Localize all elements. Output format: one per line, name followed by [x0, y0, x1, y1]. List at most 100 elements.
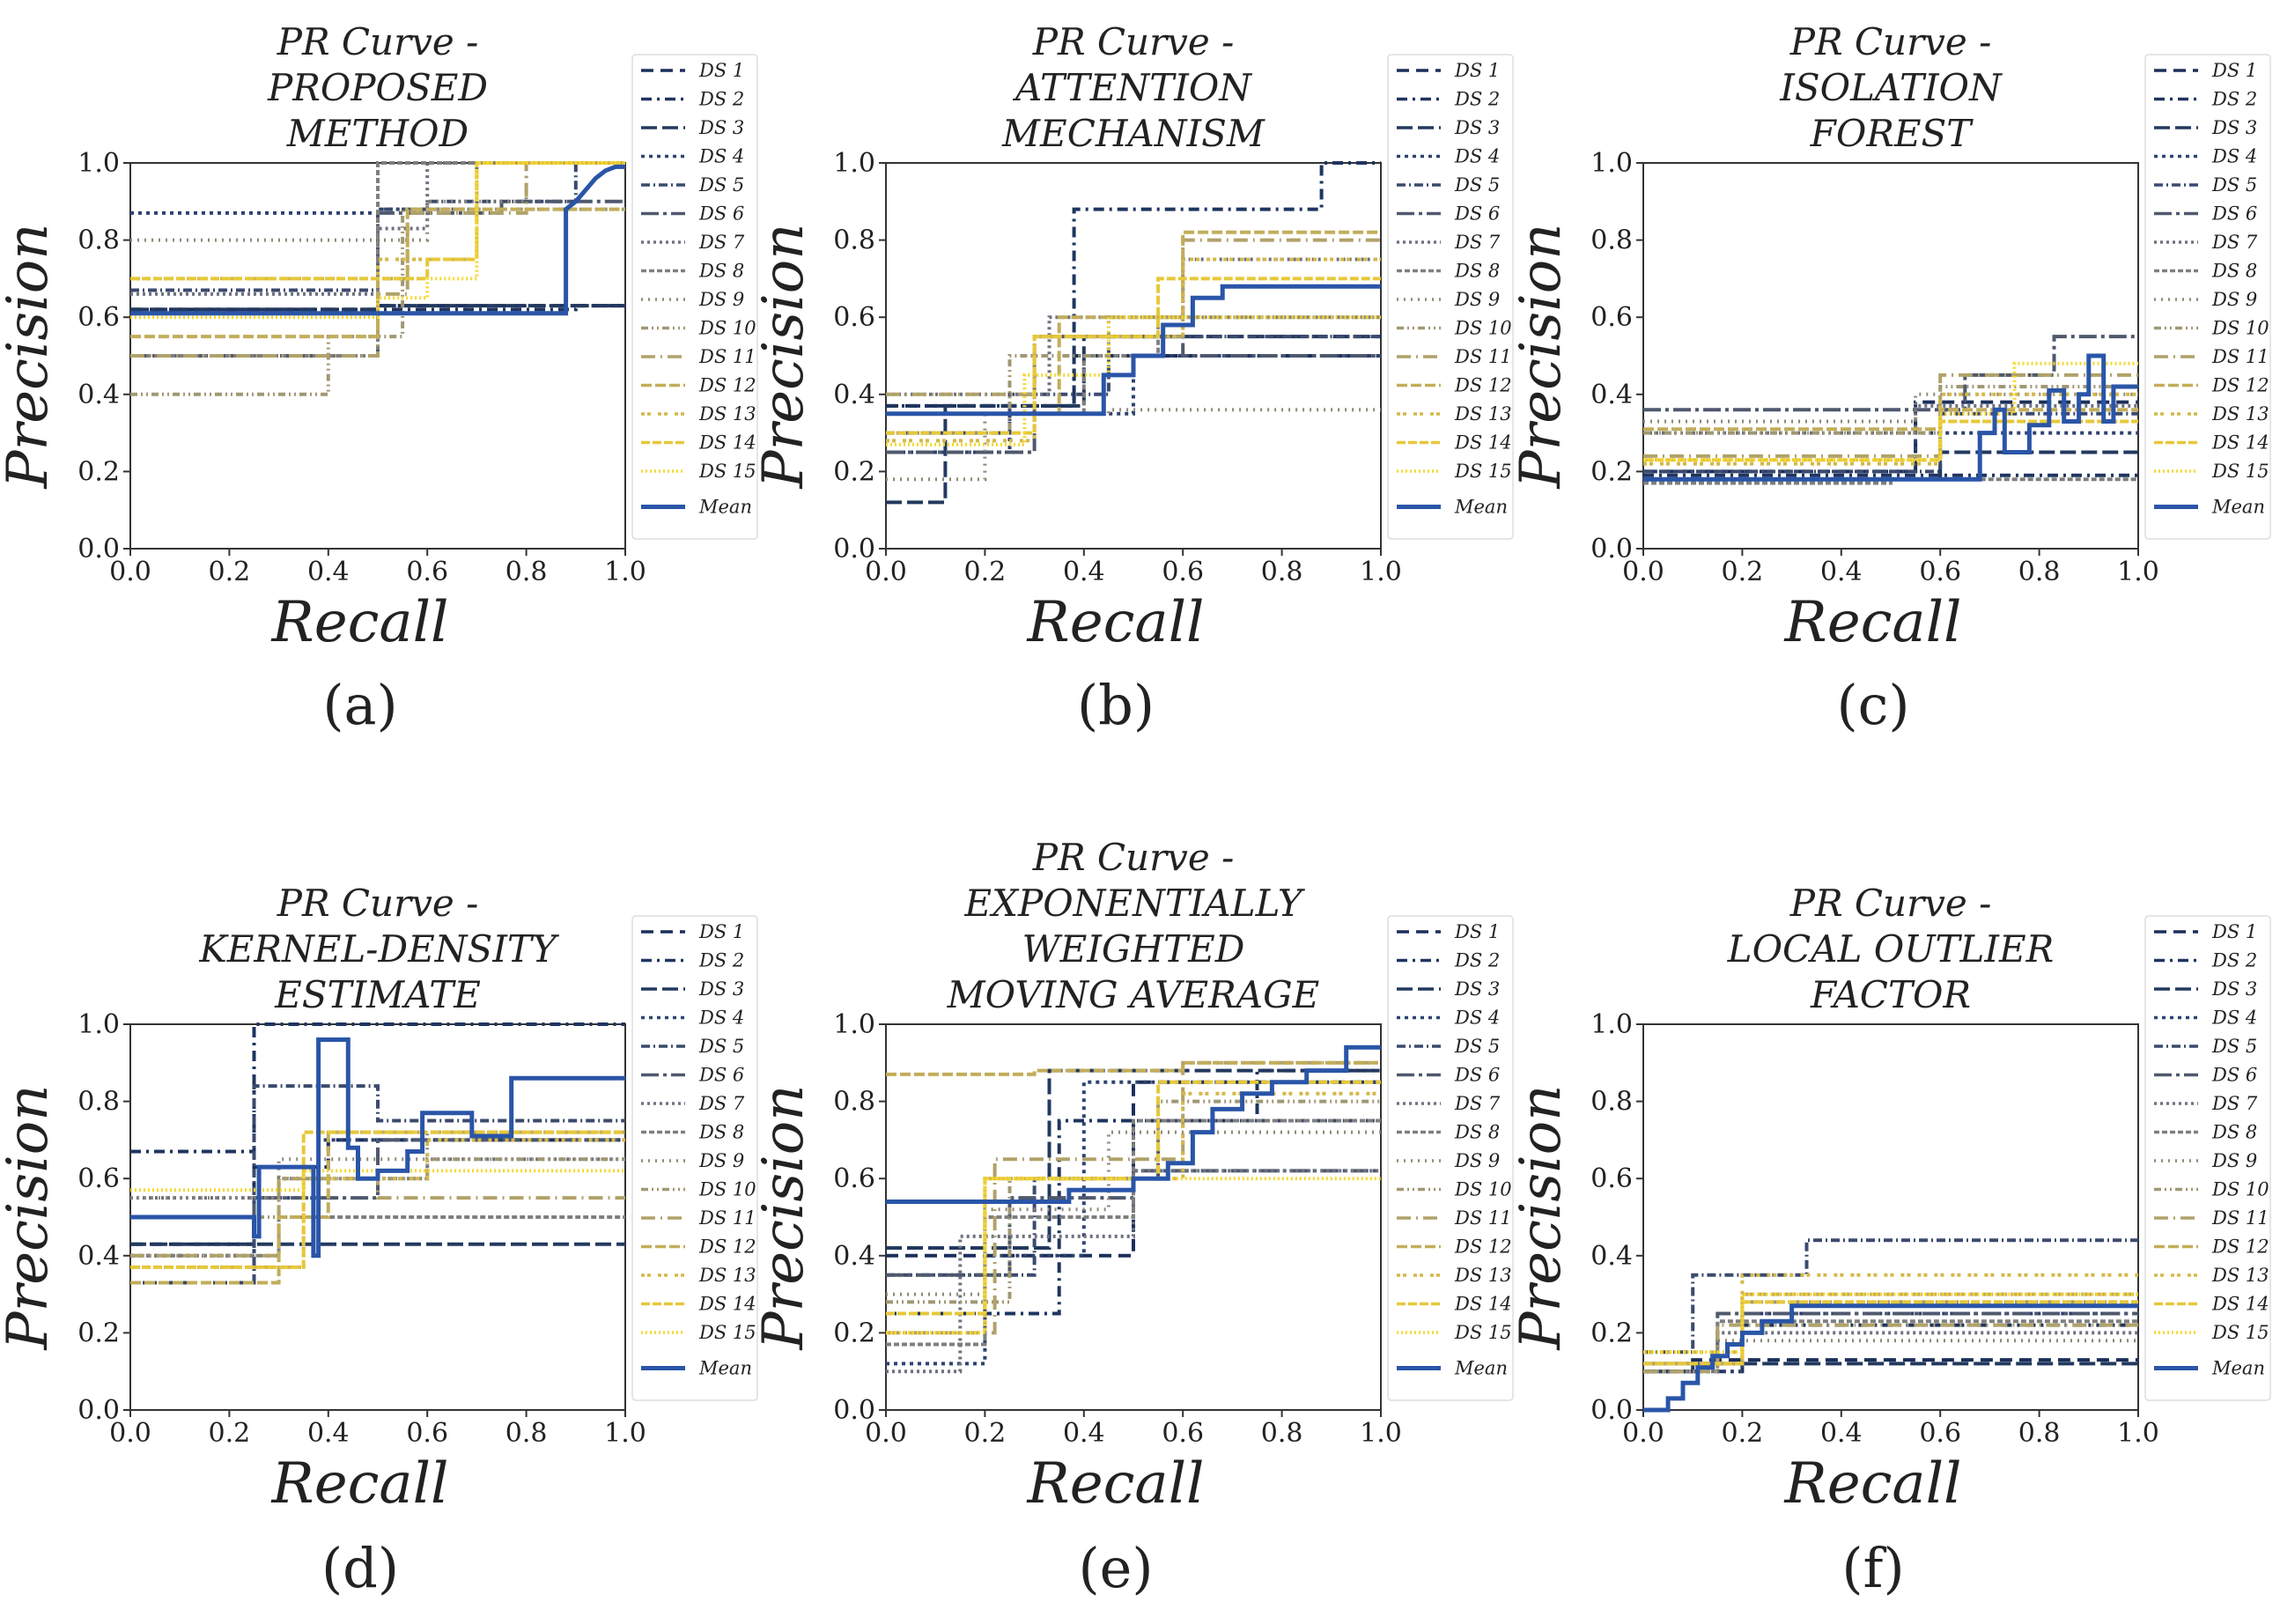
x-tick-label: 0.4 — [1820, 1418, 1863, 1449]
chart-panel-5: PR Curve -EXPONENTIALLY WEIGHTED MOVING AV… — [751, 836, 1514, 1600]
legend-label: DS 9 — [2211, 289, 2257, 310]
series-line-ds-5 — [130, 1084, 625, 1285]
y-tick-label: 0.2 — [1590, 456, 1633, 487]
series-line-ds-11 — [1643, 1323, 2138, 1374]
x-tick-label: 0.6 — [1162, 557, 1204, 587]
legend-label: DS 1 — [2211, 921, 2257, 942]
series-line-ds-8 — [886, 1118, 1381, 1347]
legend-label: DS 11 — [2211, 1207, 2269, 1229]
y-tick-label: 0.4 — [1590, 1241, 1633, 1272]
legend-label: DS 10 — [2211, 318, 2269, 339]
legend-label: DS 4 — [698, 1008, 744, 1029]
y-axis-label: Precision — [751, 1085, 816, 1351]
legend-label: DS 12 — [1454, 375, 1512, 396]
x-axis-label: Recall — [271, 590, 449, 655]
y-tick-label: 0.8 — [1590, 1087, 1633, 1118]
legend-label: DS 2 — [1454, 950, 1500, 971]
y-tick-label: 0.0 — [833, 1395, 875, 1426]
legend-label: DS 9 — [698, 1150, 744, 1171]
x-tick-label: 0.2 — [209, 557, 251, 587]
chart-panel-2: PR Curve -ATTENTION MECHANISM 0.0 0.2 0.4 0.6… — [751, 20, 1514, 737]
legend-label: DS 1 — [698, 60, 744, 81]
y-tick-label: 0.0 — [77, 1395, 120, 1426]
legend-label: Mean — [698, 497, 752, 518]
x-axis-label: Recall — [1784, 590, 1962, 655]
legend-label: DS 4 — [1454, 1008, 1500, 1029]
x-tick-label: 0.0 — [865, 557, 907, 587]
legend-label: Mean — [698, 1358, 752, 1379]
series-line-ds-7 — [886, 1169, 1381, 1374]
y-tick-label: 0.4 — [77, 1241, 120, 1272]
chart-title: PR Curve -KERNEL-DENSITY ESTIMATE — [198, 882, 560, 1016]
legend-label: Mean — [1454, 497, 1508, 518]
chart-title: PR Curve -LOCAL OUTLIER FACTOR — [1727, 882, 2055, 1016]
chart-title: PR Curve -EXPONENTIALLY WEIGHTED MOVING AV… — [947, 836, 1320, 1016]
series-line-ds-12 — [1643, 408, 2138, 432]
legend-box — [1387, 915, 1514, 1401]
panel-label: (c) — [1836, 673, 1909, 737]
legend-label: DS 3 — [2211, 978, 2257, 1000]
series-group — [130, 161, 625, 396]
x-tick-label: 1.0 — [2117, 1418, 2159, 1449]
x-tick-label: 1.0 — [604, 1418, 646, 1449]
legend-label: DS 8 — [698, 261, 744, 282]
series-line-ds-2 — [886, 1068, 1381, 1316]
y-tick-label: 1.0 — [833, 1009, 875, 1040]
legend-label: DS 2 — [698, 89, 744, 110]
series-line-mean — [130, 1037, 625, 1259]
legend-label: DS 5 — [2211, 1036, 2257, 1057]
x-tick-label: 0.6 — [1919, 557, 1961, 587]
series-group — [886, 1045, 1381, 1374]
chart-title-line: METHOD — [286, 112, 469, 155]
series-line-ds-2 — [130, 1022, 625, 1154]
y-axis-label: Precision — [0, 1085, 61, 1351]
legend-label: DS 12 — [698, 1236, 756, 1258]
series-line-ds-9 — [886, 1130, 1381, 1296]
y-tick-label: 1.0 — [77, 1009, 120, 1040]
x-tick-label: 0.4 — [307, 557, 350, 587]
legend-label: DS 8 — [1454, 261, 1500, 282]
legend-label: DS 13 — [698, 403, 756, 424]
legend-label: DS 10 — [698, 318, 756, 339]
legend-label: DS 5 — [698, 1036, 744, 1057]
legend-label: DS 9 — [698, 289, 744, 310]
y-tick-label: 0.6 — [833, 1163, 875, 1194]
chart-title-line: LOCAL OUTLIER — [1727, 927, 2055, 971]
legend: DS 1 DS 2 DS 3 DS 4 DS 5 DS 6 DS 7 DS 8 DS 9 DS 1… — [2144, 54, 2271, 540]
x-tick-label: 0.4 — [1063, 1418, 1105, 1449]
legend: DS 1 DS 2 DS 3 DS 4 DS 5 DS 6 DS 7 DS 8 DS 9 DS 1… — [1387, 915, 1514, 1401]
series-group — [1643, 335, 2138, 485]
x-tick-label: 0.0 — [865, 1418, 907, 1449]
legend-label: DS 11 — [2211, 346, 2269, 367]
legend-label: DS 5 — [698, 174, 744, 196]
series-line-ds-10 — [130, 207, 625, 396]
y-tick-label: 0.2 — [77, 1318, 120, 1348]
y-axis-label: Precision — [1509, 224, 1574, 490]
x-tick-label: 0.2 — [209, 1418, 251, 1449]
legend-label: DS 7 — [698, 232, 745, 253]
y-tick-label: 0.6 — [833, 302, 875, 333]
legend-label: DS 7 — [1454, 1093, 1501, 1114]
legend-label: DS 10 — [698, 1179, 756, 1200]
legend-label: DS 12 — [1454, 1236, 1512, 1258]
legend-label: DS 2 — [1454, 89, 1500, 110]
y-tick-label: 0.6 — [1590, 302, 1633, 333]
x-axis-label: Recall — [1027, 590, 1205, 655]
legend-label: DS 1 — [698, 921, 744, 942]
chart-title-line: ESTIMATE — [274, 973, 481, 1016]
legend-label: DS 11 — [1454, 1207, 1512, 1229]
series-line-ds-12 — [886, 1060, 1381, 1076]
chart-title-line: WEIGHTED — [1022, 927, 1245, 971]
legend-label: DS 15 — [2211, 461, 2269, 482]
chart-panel-3: PR Curve -ISOLATION FOREST 0.0 0.2 0.4 0.6 0.8… — [1509, 20, 2271, 737]
x-tick-label: 0.2 — [964, 1418, 1007, 1449]
legend-label: DS 4 — [2211, 146, 2257, 167]
chart-title-line: PR Curve - — [1789, 882, 1992, 925]
y-tick-label: 0.0 — [1590, 534, 1633, 565]
legend-label: DS 14 — [2211, 1294, 2269, 1315]
legend-label: DS 13 — [1454, 403, 1512, 424]
legend-label: DS 5 — [1454, 1036, 1500, 1057]
y-tick-label: 0.8 — [1590, 225, 1633, 256]
series-line-ds-3 — [130, 304, 625, 312]
legend-label: DS 3 — [1454, 978, 1500, 1000]
